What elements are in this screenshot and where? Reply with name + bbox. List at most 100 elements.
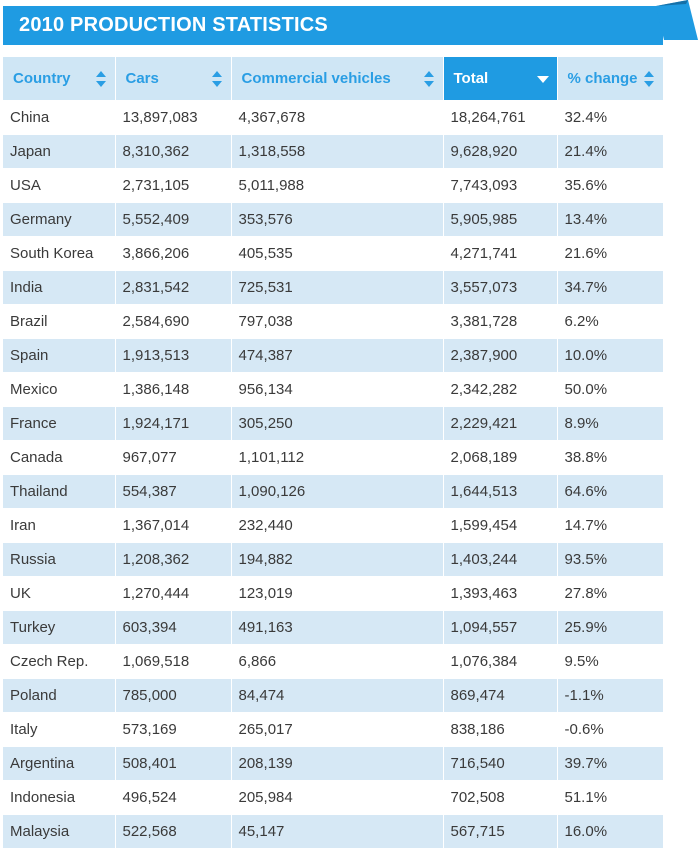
cell-country: Thailand <box>3 475 115 509</box>
cell-country: Argentina <box>3 747 115 781</box>
cell-percent-change: 38.8% <box>557 441 663 475</box>
production-table-container: Country Cars Commercial vehicles Total %… <box>3 57 663 848</box>
cell-percent-change: 6.2% <box>557 305 663 339</box>
cell-total: 2,229,421 <box>443 407 557 441</box>
cell-country: Indonesia <box>3 781 115 815</box>
cell-cars: 573,169 <box>115 713 231 747</box>
cell-total: 1,644,513 <box>443 475 557 509</box>
cell-country: India <box>3 271 115 305</box>
cell-total: 1,599,454 <box>443 509 557 543</box>
production-table: Country Cars Commercial vehicles Total %… <box>3 57 663 848</box>
cell-country: Mexico <box>3 373 115 407</box>
cell-total: 567,715 <box>443 815 557 848</box>
cell-commercial-vehicles: 45,147 <box>231 815 443 848</box>
cell-percent-change: 50.0% <box>557 373 663 407</box>
cell-percent-change: 27.8% <box>557 577 663 611</box>
cell-commercial-vehicles: 1,101,112 <box>231 441 443 475</box>
column-header-percent-change[interactable]: % change <box>557 57 663 101</box>
cell-country: Czech Rep. <box>3 645 115 679</box>
cell-country: South Korea <box>3 237 115 271</box>
column-header-cars[interactable]: Cars <box>115 57 231 101</box>
cell-commercial-vehicles: 305,250 <box>231 407 443 441</box>
cell-total: 18,264,761 <box>443 101 557 135</box>
cell-cars: 1,208,362 <box>115 543 231 577</box>
cell-commercial-vehicles: 405,535 <box>231 237 443 271</box>
cell-total: 838,186 <box>443 713 557 747</box>
cell-percent-change: 21.4% <box>557 135 663 169</box>
cell-cars: 1,924,171 <box>115 407 231 441</box>
cell-total: 2,342,282 <box>443 373 557 407</box>
cell-total: 716,540 <box>443 747 557 781</box>
column-header-commercial-vehicles[interactable]: Commercial vehicles <box>231 57 443 101</box>
cell-percent-change: 34.7% <box>557 271 663 305</box>
cell-commercial-vehicles: 232,440 <box>231 509 443 543</box>
cell-cars: 3,866,206 <box>115 237 231 271</box>
cell-commercial-vehicles: 205,984 <box>231 781 443 815</box>
sort-both-icon[interactable] <box>95 70 107 88</box>
cell-country: France <box>3 407 115 441</box>
cell-percent-change: -1.1% <box>557 679 663 713</box>
cell-total: 1,076,384 <box>443 645 557 679</box>
cell-cars: 603,394 <box>115 611 231 645</box>
cell-percent-change: 32.4% <box>557 101 663 135</box>
cell-cars: 1,386,148 <box>115 373 231 407</box>
cell-percent-change: 14.7% <box>557 509 663 543</box>
cell-country: Canada <box>3 441 115 475</box>
cell-commercial-vehicles: 474,387 <box>231 339 443 373</box>
cell-percent-change: 64.6% <box>557 475 663 509</box>
cell-country: Russia <box>3 543 115 577</box>
cell-total: 1,393,463 <box>443 577 557 611</box>
cell-percent-change: 16.0% <box>557 815 663 848</box>
cell-total: 869,474 <box>443 679 557 713</box>
sort-both-icon[interactable] <box>211 70 223 88</box>
cell-country: Germany <box>3 203 115 237</box>
cell-commercial-vehicles: 123,019 <box>231 577 443 611</box>
cell-total: 3,557,073 <box>443 271 557 305</box>
cell-percent-change: 35.6% <box>557 169 663 203</box>
cell-commercial-vehicles: 1,090,126 <box>231 475 443 509</box>
sort-both-icon[interactable] <box>423 70 435 88</box>
cell-percent-change: 93.5% <box>557 543 663 577</box>
cell-commercial-vehicles: 1,318,558 <box>231 135 443 169</box>
ribbon-fold-decoration <box>656 0 698 40</box>
cell-country: Poland <box>3 679 115 713</box>
sort-both-icon[interactable] <box>643 70 655 88</box>
column-header-country[interactable]: Country <box>3 57 115 101</box>
cell-country: Italy <box>3 713 115 747</box>
title-banner: 2010 PRODUCTION STATISTICS <box>3 6 663 45</box>
cell-total: 702,508 <box>443 781 557 815</box>
cell-percent-change: 8.9% <box>557 407 663 441</box>
cell-commercial-vehicles: 194,882 <box>231 543 443 577</box>
sort-desc-icon[interactable] <box>537 70 549 88</box>
column-header-total[interactable]: Total <box>443 57 557 101</box>
cell-commercial-vehicles: 5,011,988 <box>231 169 443 203</box>
cell-cars: 554,387 <box>115 475 231 509</box>
cell-total: 1,403,244 <box>443 543 557 577</box>
cell-country: China <box>3 101 115 135</box>
cell-percent-change: 21.6% <box>557 237 663 271</box>
cell-commercial-vehicles: 208,139 <box>231 747 443 781</box>
cell-percent-change: -0.6% <box>557 713 663 747</box>
cell-total: 3,381,728 <box>443 305 557 339</box>
cell-commercial-vehicles: 353,576 <box>231 203 443 237</box>
cell-total: 2,387,900 <box>443 339 557 373</box>
cell-commercial-vehicles: 265,017 <box>231 713 443 747</box>
cell-total: 7,743,093 <box>443 169 557 203</box>
cell-cars: 1,367,014 <box>115 509 231 543</box>
cell-cars: 2,831,542 <box>115 271 231 305</box>
